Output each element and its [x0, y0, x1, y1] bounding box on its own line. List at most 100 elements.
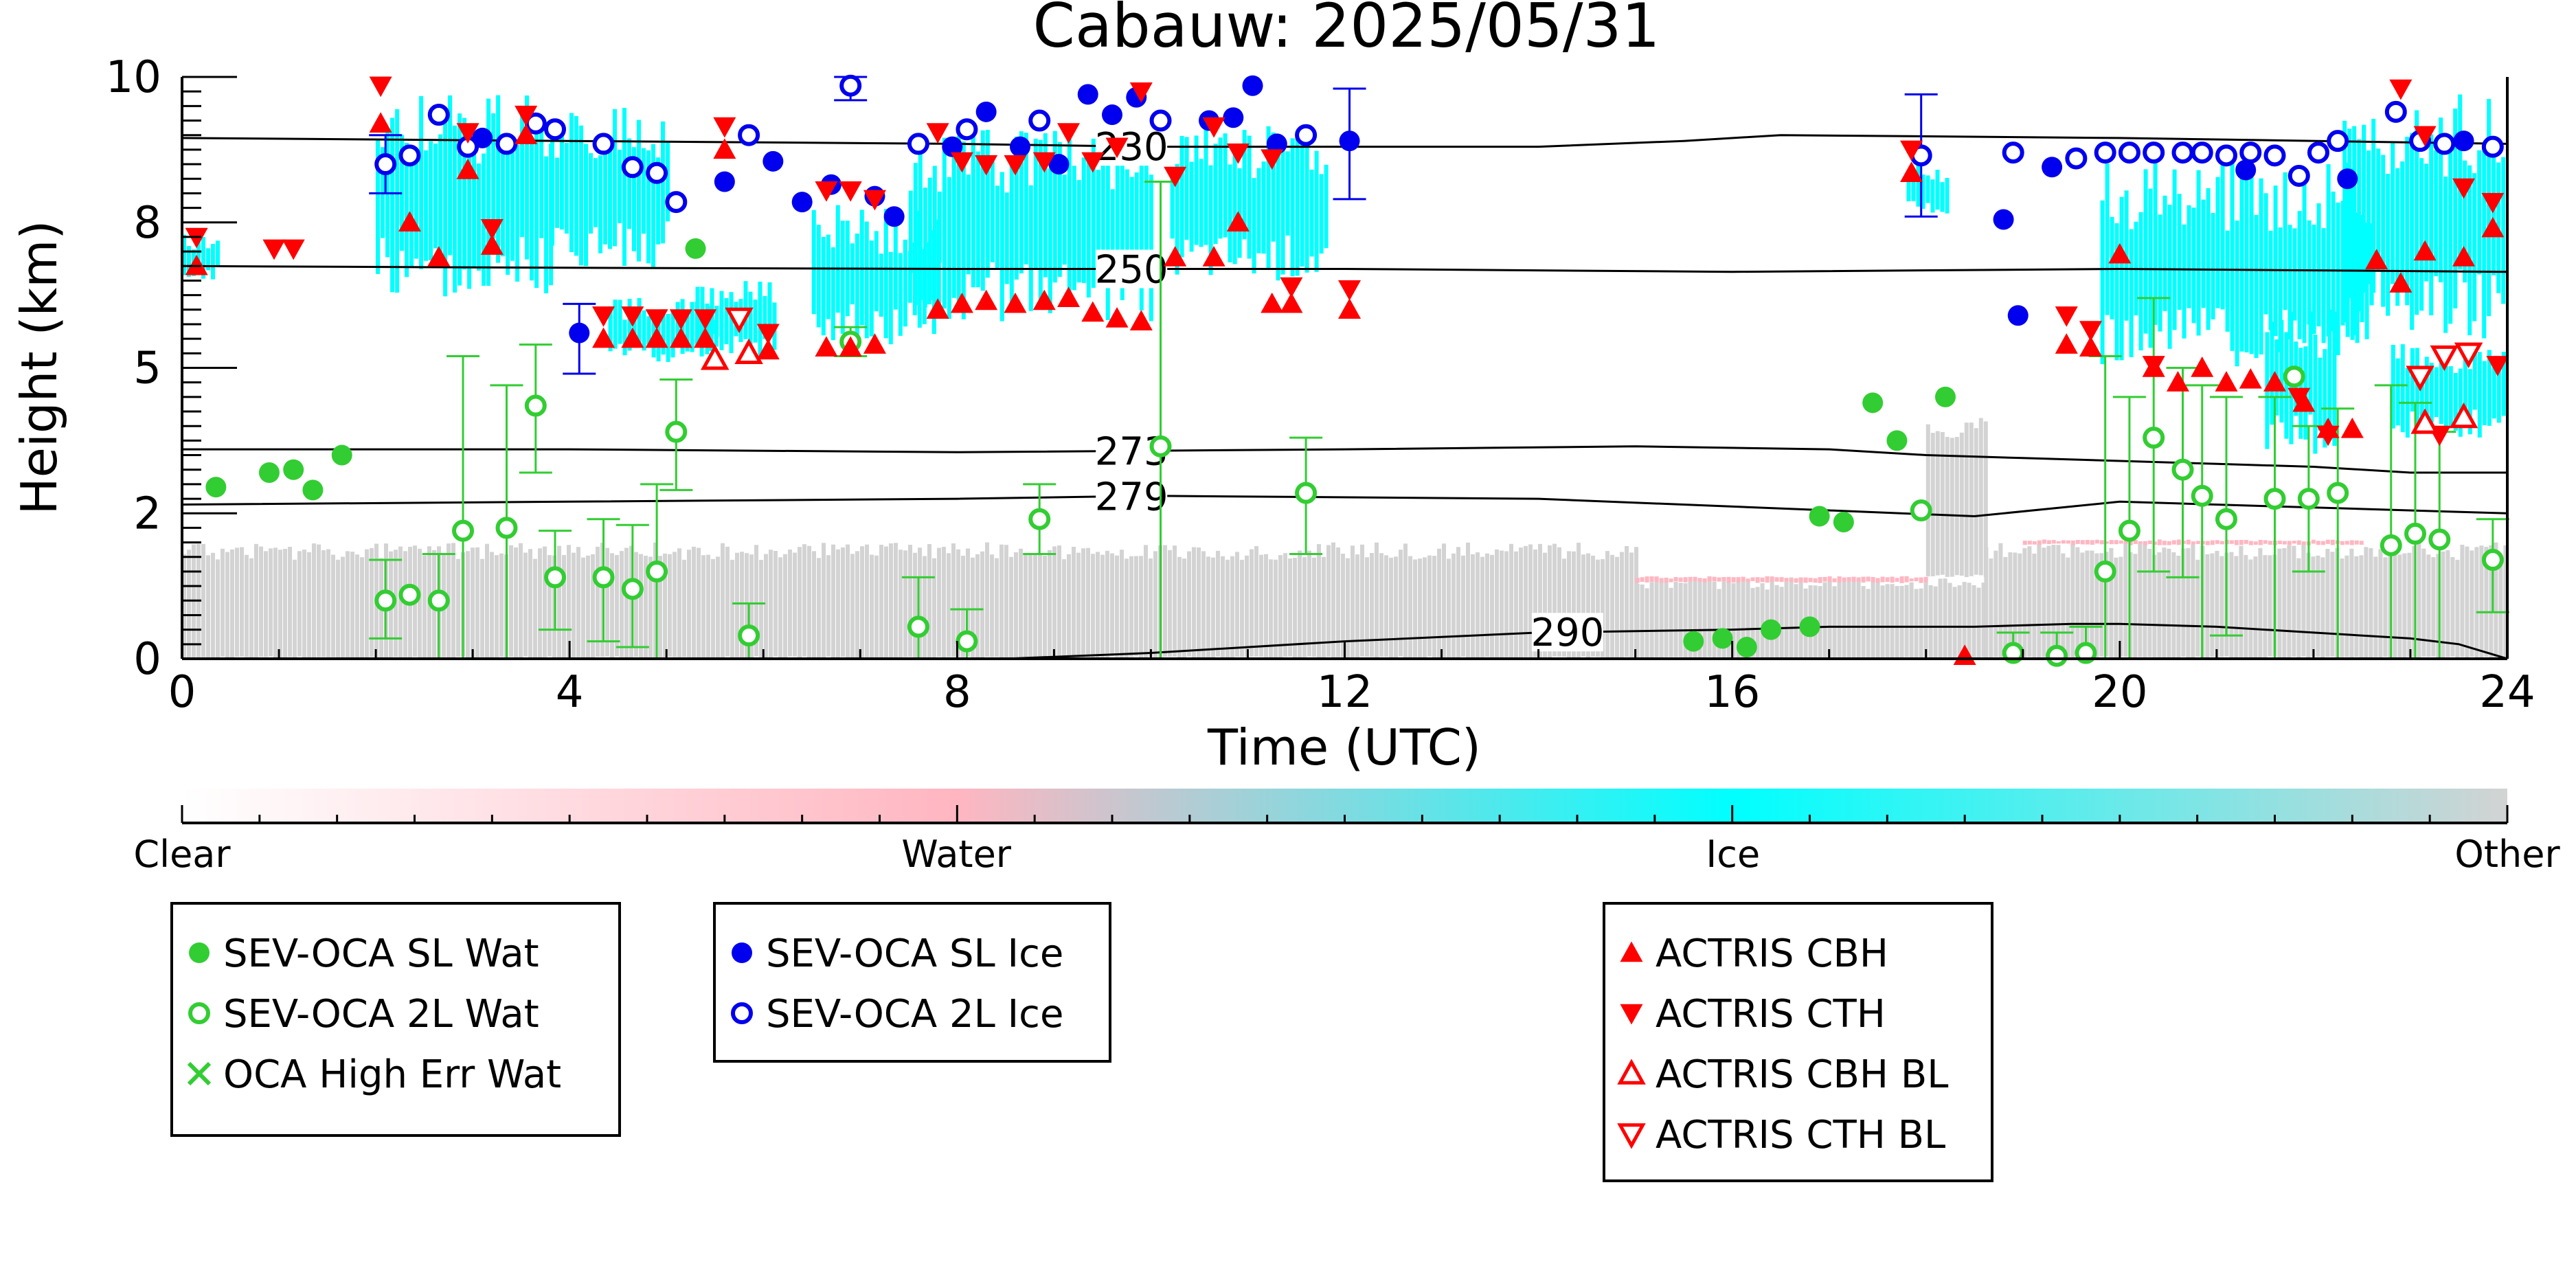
- colorbar-label-other: Other: [2454, 833, 2560, 876]
- cloud-column: [216, 240, 220, 267]
- cloud-column: [2436, 554, 2441, 659]
- cloud-column: [591, 554, 595, 658]
- contour-250: [182, 264, 2507, 273]
- cloud-column: [1615, 556, 1619, 658]
- cloud-column: [1981, 583, 1986, 657]
- data-point: [2384, 100, 2407, 123]
- cloud-column: [2191, 544, 2195, 658]
- contour-label-bg: [1096, 249, 1168, 289]
- legend-marker: [732, 942, 752, 963]
- cloud-column: [762, 296, 767, 339]
- cloud-column: [2013, 552, 2018, 658]
- data-point: [1266, 133, 1287, 155]
- cloud-column: [2046, 540, 2051, 545]
- legend-label: SEV-OCA 2L Ice: [766, 992, 1063, 1037]
- x-tick-label: 12: [1317, 667, 1372, 718]
- cloud-column: [907, 251, 912, 303]
- data-point: [1223, 107, 1244, 128]
- cloud-column: [2297, 211, 2302, 339]
- cloud-column: [2075, 540, 2080, 544]
- cloud-column: [376, 139, 381, 274]
- cloud-column: [1548, 545, 1552, 658]
- x-tick-label: 24: [2479, 667, 2535, 718]
- cloud-column: [2415, 110, 2419, 315]
- cloud-column: [1300, 133, 1304, 267]
- cloud-column: [1770, 576, 1774, 582]
- cloud-column: [2042, 539, 2046, 544]
- cloud-column: [453, 125, 457, 293]
- cloud-column: [501, 137, 506, 257]
- cloud-column: [2450, 557, 2455, 657]
- cloud-column: [1875, 578, 1880, 583]
- data-point: [2118, 142, 2140, 164]
- cloud-column: [2138, 543, 2143, 657]
- cloud-column: [1442, 543, 1446, 658]
- legend-marker: [187, 1061, 212, 1086]
- cloud-column: [1194, 135, 1199, 245]
- cloud-column: [1052, 546, 1057, 658]
- cloud-column: [1938, 578, 1943, 658]
- cloud-column: [456, 558, 460, 657]
- cloud-column: [1543, 552, 1547, 657]
- data-point: [2239, 368, 2262, 389]
- cloud-column: [523, 552, 528, 657]
- cloud-column: [1144, 135, 1149, 286]
- cloud-column: [811, 210, 816, 315]
- cloud-column: [706, 554, 710, 658]
- cloud-column: [2037, 540, 2042, 545]
- cloud-column: [1935, 170, 1940, 210]
- cloud-column: [2249, 174, 2254, 354]
- cloud-column: [1586, 553, 1590, 659]
- cloud-column: [1856, 577, 1861, 582]
- cloud-column: [2090, 540, 2094, 545]
- cloud-column: [802, 544, 806, 657]
- cloud-column: [293, 559, 297, 658]
- cloud-column: [534, 125, 539, 289]
- cloud-column: [2359, 555, 2364, 658]
- cloud-column: [1693, 580, 1697, 658]
- cloud-column: [1866, 576, 1871, 582]
- cloud-column: [2278, 227, 2283, 352]
- cloud-column: [1914, 577, 1919, 582]
- cloud-region-ice: [1906, 164, 1950, 214]
- data-point: [669, 309, 692, 330]
- cloud-column: [2336, 202, 2340, 355]
- data-point: [1010, 136, 1031, 157]
- cloud-column: [1519, 547, 1523, 658]
- cloud-column: [2391, 345, 2395, 429]
- cloud-column: [486, 98, 491, 286]
- series-actris-cth-bl: [725, 307, 2483, 392]
- cloud-column: [2320, 557, 2325, 659]
- cloud-column: [1490, 554, 1494, 657]
- cloud-column: [2347, 128, 2352, 298]
- cloud-column: [1285, 151, 1290, 236]
- cloud-column: [1447, 558, 1451, 658]
- cloud-column: [1794, 584, 1798, 658]
- cloud-column: [2051, 540, 2056, 544]
- cloud-column: [663, 553, 667, 657]
- data-point: [456, 159, 479, 179]
- cloud-column: [1899, 576, 1904, 583]
- cloud-column: [1067, 554, 1071, 658]
- cloud-column: [2123, 542, 2128, 657]
- data-point: [1081, 152, 1105, 173]
- cloud-column: [1283, 553, 1287, 657]
- cloud-column: [2371, 119, 2376, 293]
- data-point: [942, 136, 963, 157]
- cloud-column: [1779, 577, 1784, 583]
- cloud-column: [2364, 547, 2369, 658]
- data-point: [2094, 142, 2116, 164]
- chart-title: Cabauw: 2025/05/31: [1033, 0, 1660, 61]
- cloud-column: [1659, 578, 1664, 583]
- cloud-column: [1319, 174, 1324, 254]
- cloud-column: [889, 543, 893, 658]
- cloud-column: [1919, 588, 1923, 659]
- cloud-column: [2313, 335, 2318, 454]
- cloud-column: [1184, 137, 1189, 240]
- cloud-column: [947, 553, 951, 657]
- data-point: [2481, 216, 2505, 238]
- cloud-column: [608, 146, 612, 249]
- cloud-column: [687, 550, 691, 659]
- cloud-column: [1760, 583, 1765, 658]
- data-point: [2065, 147, 2088, 170]
